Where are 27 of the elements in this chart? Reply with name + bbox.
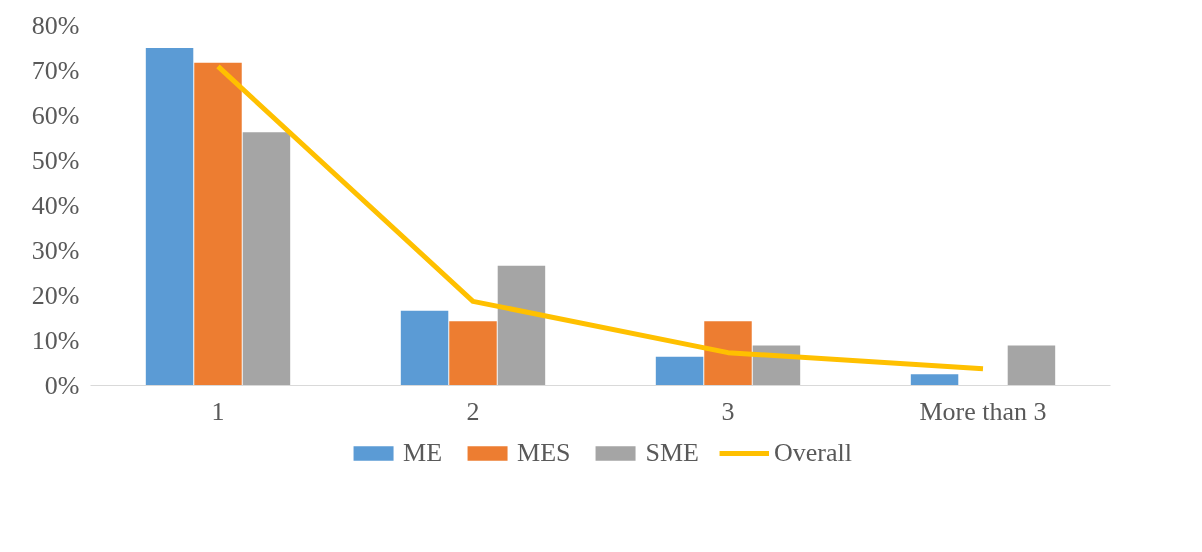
bar	[497, 265, 546, 386]
x-tick-label: 2	[466, 396, 480, 426]
bar	[655, 356, 704, 386]
y-tick-label: 0%	[44, 371, 80, 400]
bar	[194, 62, 242, 386]
x-tick-label: More than 3	[919, 396, 1047, 426]
bar	[242, 132, 291, 386]
y-tick-label: 10%	[31, 326, 80, 355]
y-tick-label: 60%	[31, 101, 80, 130]
legend-label: SME	[645, 438, 699, 468]
bar	[910, 374, 959, 386]
legend-label: ME	[403, 438, 443, 468]
y-tick-label: 40%	[31, 191, 80, 220]
legend-label: MES	[517, 438, 571, 468]
y-tick-label: 80%	[31, 11, 80, 40]
y-tick-label: 50%	[31, 146, 80, 175]
x-tick-label: 3	[721, 396, 735, 426]
bar	[449, 321, 497, 386]
legend-label: Overall	[773, 438, 852, 468]
bar	[145, 48, 194, 386]
y-tick-label: 70%	[31, 56, 80, 85]
y-tick-label: 20%	[31, 281, 80, 310]
bar	[1007, 345, 1056, 386]
y-tick-label: 30%	[31, 236, 80, 265]
x-tick-label: 1	[211, 396, 225, 426]
bar	[704, 321, 752, 386]
bar	[400, 310, 449, 386]
